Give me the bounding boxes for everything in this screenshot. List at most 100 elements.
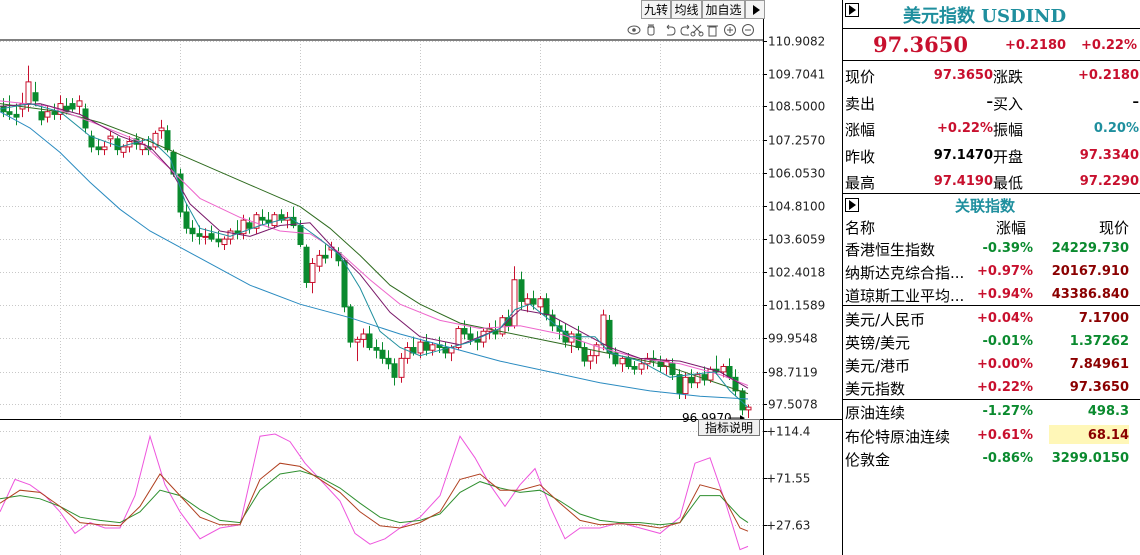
candle-body [259,216,266,221]
candle-body [303,246,310,283]
y-tick-label: 103.6059 [768,233,825,247]
sub-y-tick-label: +71.55 [766,472,810,486]
undo-icon[interactable] [666,24,676,36]
related-change: +0.04% [977,311,1033,326]
related-price: 24229.730 [1051,241,1129,256]
collapse-button[interactable] [845,3,859,17]
candle-body [32,92,39,102]
related-change: -0.86% [982,451,1034,466]
zoom-in-icon[interactable] [724,24,736,36]
eye-icon[interactable] [627,25,641,35]
candle-body [745,406,752,411]
scissors-icon[interactable] [690,24,704,37]
indicator-help-button[interactable]: 指标说明 [698,419,760,436]
related-row[interactable]: 伦敦金 -0.86% 3299.0150 [843,446,1140,469]
last-price: 97.3650 [873,32,968,57]
candle-body [391,363,398,378]
candle-body [189,227,196,235]
price-change: +0.2180 [1005,38,1067,53]
related-change: -0.01% [982,334,1034,349]
toggle-panel-button[interactable] [745,0,765,19]
candle-body [221,238,228,246]
candle-body [69,103,76,110]
related-name: 美元指数 [845,380,906,398]
price-highlight [1049,425,1129,444]
related-change: +0.94% [977,287,1033,302]
related-name: 美元/港币 [845,357,911,375]
candle-body [511,279,518,327]
related-name: 伦敦金 [845,451,891,469]
candle-body [587,355,594,362]
sub-y-tick-label: +27.63 [766,519,810,533]
quote-label: 昨收 [845,147,876,166]
candle-body [379,349,386,359]
related-price: 498.3 [1087,404,1129,419]
chart-tools [627,23,767,37]
redo-icon[interactable] [680,24,690,36]
related-row[interactable]: 原油连续 -1.27% 498.3 [843,399,1140,422]
quote-label: 最低 [993,174,1024,192]
candle-body [95,146,102,151]
quote-row: 涨幅 +0.22% 振幅 0.20% [843,115,1140,141]
related-row[interactable]: 布伦特原油连续 +0.61% 68.14 [843,423,1140,446]
divider [843,193,1140,194]
candle-body [88,135,95,148]
ma-line-ma20 [0,100,749,386]
collapse-related-button[interactable] [845,198,859,212]
candle-body [688,376,695,384]
candle-body [619,357,626,365]
candle-body [177,173,184,213]
candle-body [354,338,361,343]
related-row[interactable]: 道琼斯工业平均... +0.94% 43386.840 [843,282,1140,305]
candle-body [183,211,190,229]
y-tick-label: 108.5000 [768,100,825,114]
related-price: 20167.910 [1051,264,1129,279]
related-change: +0.61% [977,428,1033,443]
candle-body [240,219,247,235]
candle-body [114,138,121,151]
related-row[interactable]: 美元/港币 +0.00% 7.84961 [843,352,1140,375]
candle-body [398,357,405,378]
candle-body [461,328,468,335]
chart-area[interactable]: 110.9082 109.7041 108.5000 107.2570 106.0530… [0,0,842,555]
hand-icon[interactable] [647,24,655,36]
divider [843,60,1140,61]
candle-body [373,347,380,351]
candle-body [423,341,430,351]
zoom-out-icon[interactable] [742,24,754,36]
candle-body [474,338,481,343]
quote-label: 涨幅 [845,121,876,139]
candle-body [13,113,20,118]
related-row[interactable]: 香港恒生指数 -0.39% 24229.730 [843,236,1140,259]
y-tick-label: 99.9548 [768,332,818,346]
related-row[interactable]: 美元/人民币 +0.04% 7.1700 [843,306,1140,329]
price-change-pct: +0.22% [1081,38,1137,53]
candle-body [404,347,411,359]
related-name: 英镑/美元 [845,334,911,352]
moving-average-button[interactable]: 均线 [671,0,702,19]
jiuzhuan-button[interactable]: 九转 [641,0,671,19]
related-name: 原油连续 [845,404,906,422]
candle-body [385,357,392,365]
quote-value: 97.3340 [1079,147,1139,163]
add-favorite-button[interactable]: 加自选 [702,0,745,19]
related-change: +0.97% [977,264,1033,279]
quote-value: +0.2180 [1077,68,1139,83]
trash-icon[interactable] [707,25,718,37]
candle-body [543,298,550,316]
triangle-right-icon [849,200,856,210]
candle-body [707,368,714,381]
related-row[interactable]: 英镑/美元 -0.01% 1.37262 [843,329,1140,352]
chart-svg: 110.9082 109.7041 108.5000 107.2570 106.0530… [0,0,842,555]
quote-row: 现价 97.3650 涨跌 +0.2180 [843,62,1140,88]
candle-body [297,225,304,246]
quote-label: 涨跌 [993,68,1024,86]
candle-body [215,238,222,243]
candle-body [682,376,689,395]
quote-value: 97.3650 [933,68,993,83]
triangle-right-icon [753,5,760,15]
quote-row: 昨收 97.1470 开盘 97.3340 [843,142,1140,168]
related-row[interactable]: 纳斯达克综合指... +0.97% 20167.910 [843,259,1140,282]
related-row[interactable]: 美元指数 +0.22% 97.3650 [843,375,1140,398]
candle-body [271,214,278,227]
